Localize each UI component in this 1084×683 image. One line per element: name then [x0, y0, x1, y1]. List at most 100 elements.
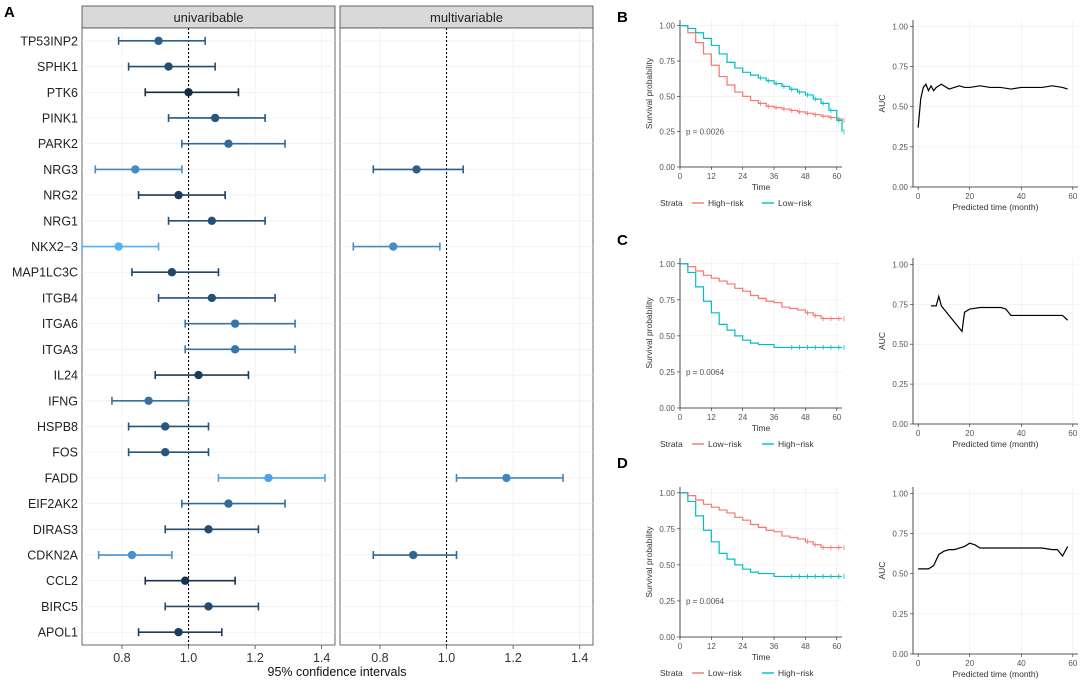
- gene-label-10: ITGB4: [42, 291, 78, 305]
- hr-point: [207, 216, 217, 226]
- y-tick-label: 0.00: [892, 420, 908, 429]
- x-ticks-univariable: 0.8 1.0 1.2 1.4: [113, 645, 330, 665]
- y-tick-label: 0.75: [892, 300, 908, 309]
- x-tick-label: 40: [1017, 192, 1026, 201]
- series-line-0: [680, 25, 843, 121]
- x-tick-label: 48: [801, 172, 810, 181]
- x-tick-label: 1.2: [504, 651, 521, 665]
- gene-label-13: IL24: [54, 369, 78, 383]
- x-tick-label: 0: [916, 192, 921, 201]
- p-value-label: p = 0.0064: [686, 597, 725, 606]
- x-tick-label: 48: [801, 642, 810, 651]
- hr-point: [180, 576, 190, 585]
- y-tick-label: 0.25: [659, 368, 675, 377]
- p-value-label: p = 0.0064: [686, 368, 725, 377]
- y-tick-label: 1.00: [892, 22, 908, 31]
- gene-label-5: NRG3: [43, 163, 78, 177]
- km-plot-b: 0.00 0.25 0.50 0.75 1.00 0 12 24 36 48 60 Time Survi…: [644, 20, 845, 208]
- forest-marks-multivariable: [352, 165, 564, 560]
- x-tick-label: 60: [832, 172, 841, 181]
- facet-panel-univariable: [81, 27, 336, 646]
- gene-label-0: TP53INP2: [20, 34, 78, 48]
- x-tick-label: 24: [738, 642, 747, 651]
- hr-point: [204, 525, 213, 534]
- km-plot-c: 0.00 0.25 0.50 0.75 1.00 0 12 24 36 48 60 Time Survi…: [644, 258, 845, 449]
- x-axis-title: Time: [752, 182, 771, 192]
- x-tick-label: 48: [801, 413, 810, 422]
- y-tick-label: 0.00: [659, 163, 675, 172]
- x-tick-label: 20: [965, 429, 974, 438]
- x-tick-label: 60: [1068, 192, 1077, 201]
- gene-label-22: BIRC5: [41, 600, 78, 614]
- gene-label-17: FADD: [45, 471, 78, 485]
- gene-label-8: NKX2−3: [31, 240, 78, 254]
- gene-label-16: FOS: [52, 446, 78, 460]
- hr-point: [210, 113, 220, 123]
- x-tick-label: 1.0: [180, 651, 197, 665]
- x-tick-label: 1.0: [438, 651, 455, 665]
- y-tick-label: 0.25: [892, 380, 908, 389]
- facet-title-multivariable: multivariable: [430, 10, 503, 25]
- y-tick-label: 0.50: [659, 92, 675, 101]
- hr-point: [174, 627, 183, 637]
- hr-point: [184, 88, 193, 97]
- legend-label: Low−risk: [708, 439, 743, 449]
- gene-label-18: EIF2AK2: [28, 497, 78, 511]
- km-plot-d: 0.00 0.25 0.50 0.75 1.00 0 12 24 36 48 60 Time Survi…: [644, 487, 845, 678]
- hr-point: [114, 242, 123, 251]
- y-tick-label: 0.25: [659, 597, 675, 606]
- y-tick-label: 0.75: [659, 57, 675, 66]
- x-tick-label: 60: [1068, 429, 1077, 438]
- x-tick-label: 20: [965, 192, 974, 201]
- y-tick-label: 0.00: [892, 650, 908, 659]
- y-axis-title: AUC: [877, 95, 887, 113]
- hr-point: [412, 165, 421, 174]
- y-tick-label: 0.25: [659, 128, 675, 137]
- grid-multivariable: [340, 28, 593, 645]
- y-tick-label: 0.50: [892, 570, 908, 579]
- gene-label-14: IFNG: [48, 394, 78, 408]
- y-tick-label: 0.25: [892, 143, 908, 152]
- hr-point: [194, 370, 203, 380]
- gene-label-9: MAP1LC3C: [12, 266, 78, 280]
- y-tick-label: 0.50: [892, 340, 908, 349]
- x-tick-label: 60: [832, 413, 841, 422]
- hr-point: [389, 242, 398, 251]
- x-tick-label: 36: [770, 413, 779, 422]
- y-axis-title: AUC: [877, 562, 887, 580]
- y-tick-label: 0.25: [892, 610, 908, 619]
- x-tick-label: 36: [770, 172, 779, 181]
- panel-letter-c: C: [617, 232, 628, 249]
- hr-point: [161, 422, 170, 431]
- x-tick-label: 0: [916, 429, 921, 438]
- auc-plot-b: 0.00 0.25 0.50 0.75 1.00 0 20 40 60 Predicted tim…: [877, 20, 1078, 212]
- hr-point: [230, 345, 240, 354]
- y-tick-label: 0.50: [659, 332, 675, 341]
- y-tick-label: 0.00: [659, 404, 675, 413]
- x-tick-label: 40: [1017, 429, 1026, 438]
- x-tick-label: 12: [707, 642, 716, 651]
- x-tick-label: 60: [832, 642, 841, 651]
- y-axis-title: Survival probability: [644, 526, 654, 598]
- gene-label-20: CDKN2A: [27, 549, 78, 563]
- gene-label-12: ITGA3: [42, 343, 78, 357]
- gene-label-15: HSPB8: [37, 420, 78, 434]
- x-tick-label: 0.8: [371, 651, 388, 665]
- y-axis-title: Survival probability: [644, 297, 654, 369]
- hr-point: [207, 293, 217, 303]
- auc-plot-d: 0.00 0.25 0.50 0.75 1.00 0 20 40 60 Predicted tim…: [877, 487, 1078, 679]
- hr-point: [409, 550, 418, 560]
- legend-title: Strata: [660, 668, 683, 678]
- facet-title-univariable: univaribable: [173, 10, 243, 25]
- gene-label-1: SPHK1: [37, 60, 78, 74]
- x-tick-label: 0: [916, 659, 921, 668]
- hr-point: [164, 62, 173, 71]
- x-axis-title: Predicted time (month): [953, 669, 1039, 679]
- x-tick-label: 0: [678, 172, 683, 181]
- x-tick-label: 1.4: [571, 651, 588, 665]
- y-tick-label: 1.00: [659, 489, 675, 498]
- x-axis-title-forest: 95% confidence intervals: [268, 665, 407, 679]
- gene-label-6: NRG2: [43, 189, 78, 203]
